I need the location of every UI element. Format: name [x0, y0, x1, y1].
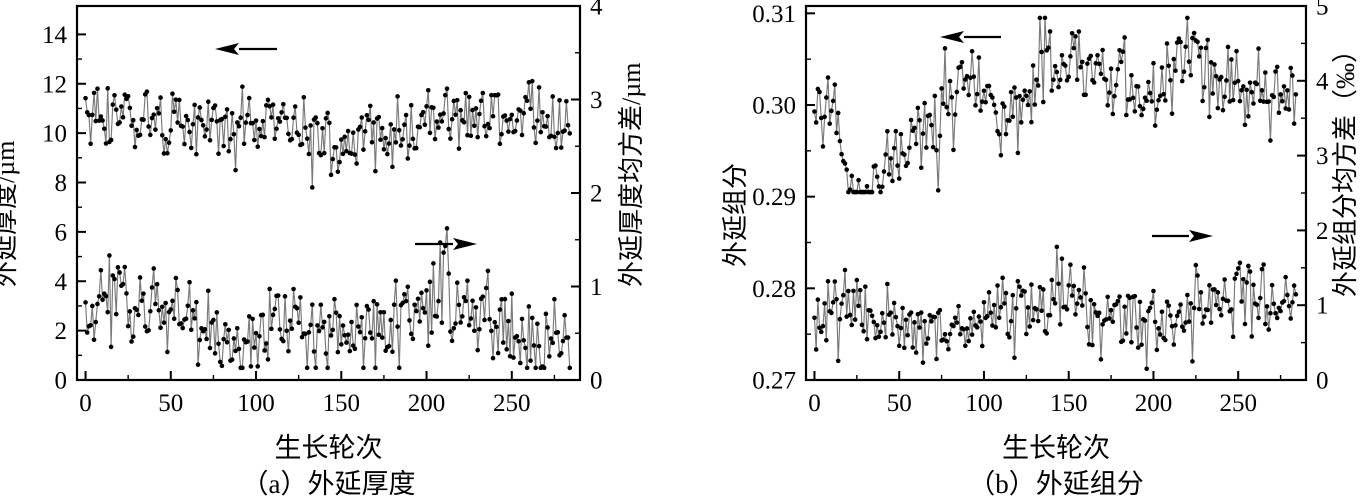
svg-text:0.29: 0.29	[752, 184, 796, 211]
svg-text:0.28: 0.28	[752, 276, 796, 303]
svg-text:100: 100	[237, 390, 275, 417]
svg-text:0.30: 0.30	[752, 93, 796, 120]
svg-text:2: 2	[590, 181, 603, 208]
svg-text:50: 50	[158, 390, 183, 417]
svg-text:0: 0	[590, 368, 603, 395]
svg-text:14: 14	[42, 22, 68, 49]
svg-text:100: 100	[965, 390, 1003, 417]
svg-text:150: 150	[323, 390, 361, 417]
svg-text:250: 250	[1219, 390, 1257, 417]
svg-text:4: 4	[590, 0, 603, 21]
svg-text:5: 5	[1316, 0, 1329, 21]
svg-text:200: 200	[1135, 390, 1173, 417]
svg-text:0: 0	[808, 390, 821, 417]
svg-text:8: 8	[55, 170, 68, 197]
svg-text:1: 1	[590, 274, 603, 301]
svg-text:0: 0	[1316, 368, 1329, 395]
svg-text:0: 0	[79, 390, 92, 417]
svg-text:4: 4	[55, 269, 68, 296]
svg-text:50: 50	[887, 390, 912, 417]
svg-text:200: 200	[408, 390, 446, 417]
svg-text:0: 0	[55, 368, 68, 395]
svg-text:2: 2	[55, 318, 68, 345]
svg-text:150: 150	[1050, 390, 1088, 417]
svg-text:0.31: 0.31	[752, 1, 796, 28]
svg-text:0.27: 0.27	[752, 368, 796, 395]
svg-text:12: 12	[42, 71, 67, 98]
svg-text:3: 3	[590, 87, 603, 114]
svg-text:10: 10	[42, 121, 67, 148]
svg-text:6: 6	[55, 219, 68, 246]
svg-text:250: 250	[493, 390, 531, 417]
